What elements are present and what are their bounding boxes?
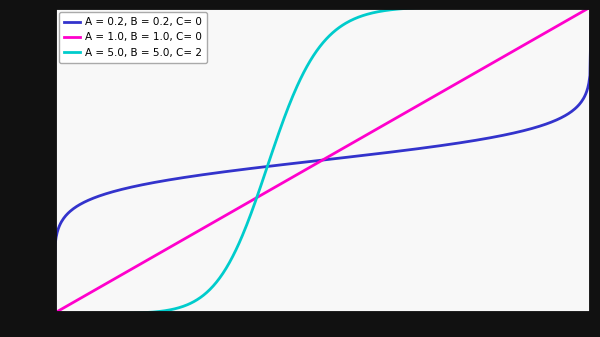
A = 1.0, B = 1.0, C= 0 <box>305 166 313 170</box>
A = 1.0, B = 1.0, C= 0 <box>370 129 377 133</box>
A = 1.0, B = 1.0, C= 0 <box>491 60 498 64</box>
A = 5.0, B = 5.0, C= 2 <box>587 5 595 9</box>
Line: A = 1.0, B = 1.0, C= 0: A = 1.0, B = 1.0, C= 0 <box>54 7 591 313</box>
A = 1.0, B = 1.0, C= 0 <box>308 164 316 168</box>
A = 0.2, B = 0.2, C= 0 <box>574 104 581 108</box>
A = 0.2, B = 0.2, C= 0 <box>305 160 313 164</box>
A = 5.0, B = 5.0, C= 2 <box>341 22 348 26</box>
A = 1.0, B = 1.0, C= 0 <box>341 146 348 150</box>
A = 1.0, B = 1.0, C= 0 <box>587 5 595 9</box>
A = 0.2, B = 0.2, C= 0 <box>491 135 498 139</box>
A = 0.2, B = 0.2, C= 0 <box>50 300 58 304</box>
Line: A = 5.0, B = 5.0, C= 2: A = 5.0, B = 5.0, C= 2 <box>54 7 591 313</box>
A = 5.0, B = 5.0, C= 2 <box>50 311 58 315</box>
A = 5.0, B = 5.0, C= 2 <box>308 55 316 59</box>
A = 1.0, B = 1.0, C= 0 <box>574 12 581 16</box>
A = 0.2, B = 0.2, C= 0 <box>341 156 348 160</box>
A = 0.2, B = 0.2, C= 0 <box>587 17 595 21</box>
A = 5.0, B = 5.0, C= 2 <box>574 5 581 9</box>
A = 1.0, B = 1.0, C= 0 <box>50 311 58 315</box>
Legend: A = 0.2, B = 0.2, C= 0, A = 1.0, B = 1.0, C= 0, A = 5.0, B = 5.0, C= 2: A = 0.2, B = 0.2, C= 0, A = 1.0, B = 1.0… <box>59 12 208 63</box>
Line: A = 0.2, B = 0.2, C= 0: A = 0.2, B = 0.2, C= 0 <box>54 19 591 302</box>
A = 5.0, B = 5.0, C= 2 <box>370 11 377 15</box>
A = 5.0, B = 5.0, C= 2 <box>305 61 313 65</box>
A = 5.0, B = 5.0, C= 2 <box>491 5 498 9</box>
A = 0.2, B = 0.2, C= 0 <box>370 152 377 156</box>
A = 0.2, B = 0.2, C= 0 <box>308 159 316 163</box>
